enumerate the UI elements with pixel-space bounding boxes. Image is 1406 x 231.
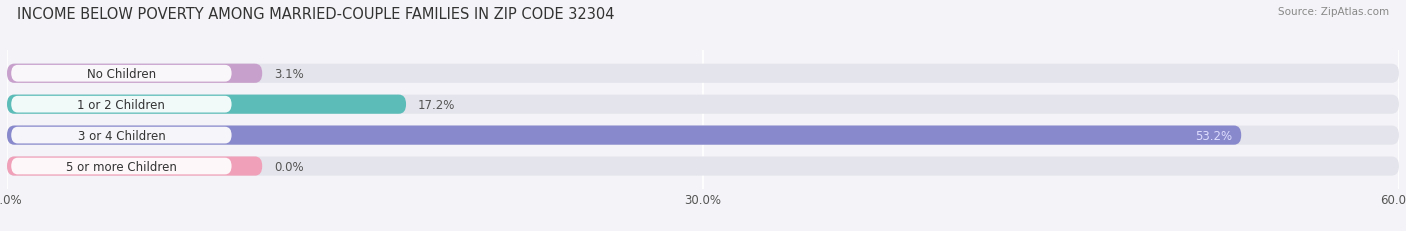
Text: No Children: No Children — [87, 67, 156, 80]
FancyBboxPatch shape — [7, 64, 262, 83]
Text: INCOME BELOW POVERTY AMONG MARRIED-COUPLE FAMILIES IN ZIP CODE 32304: INCOME BELOW POVERTY AMONG MARRIED-COUPL… — [17, 7, 614, 22]
Text: 53.2%: 53.2% — [1195, 129, 1232, 142]
FancyBboxPatch shape — [7, 157, 1399, 176]
FancyBboxPatch shape — [7, 157, 262, 176]
Text: 1 or 2 Children: 1 or 2 Children — [77, 98, 166, 111]
Text: Source: ZipAtlas.com: Source: ZipAtlas.com — [1278, 7, 1389, 17]
Text: 3.1%: 3.1% — [274, 67, 304, 80]
Text: 5 or more Children: 5 or more Children — [66, 160, 177, 173]
FancyBboxPatch shape — [7, 64, 1399, 83]
FancyBboxPatch shape — [11, 96, 232, 113]
FancyBboxPatch shape — [7, 126, 1399, 145]
Text: 3 or 4 Children: 3 or 4 Children — [77, 129, 166, 142]
FancyBboxPatch shape — [7, 126, 1241, 145]
Text: 0.0%: 0.0% — [274, 160, 304, 173]
FancyBboxPatch shape — [7, 95, 1399, 114]
FancyBboxPatch shape — [7, 95, 406, 114]
FancyBboxPatch shape — [11, 66, 232, 82]
Text: 17.2%: 17.2% — [418, 98, 456, 111]
FancyBboxPatch shape — [11, 158, 232, 175]
FancyBboxPatch shape — [11, 127, 232, 144]
